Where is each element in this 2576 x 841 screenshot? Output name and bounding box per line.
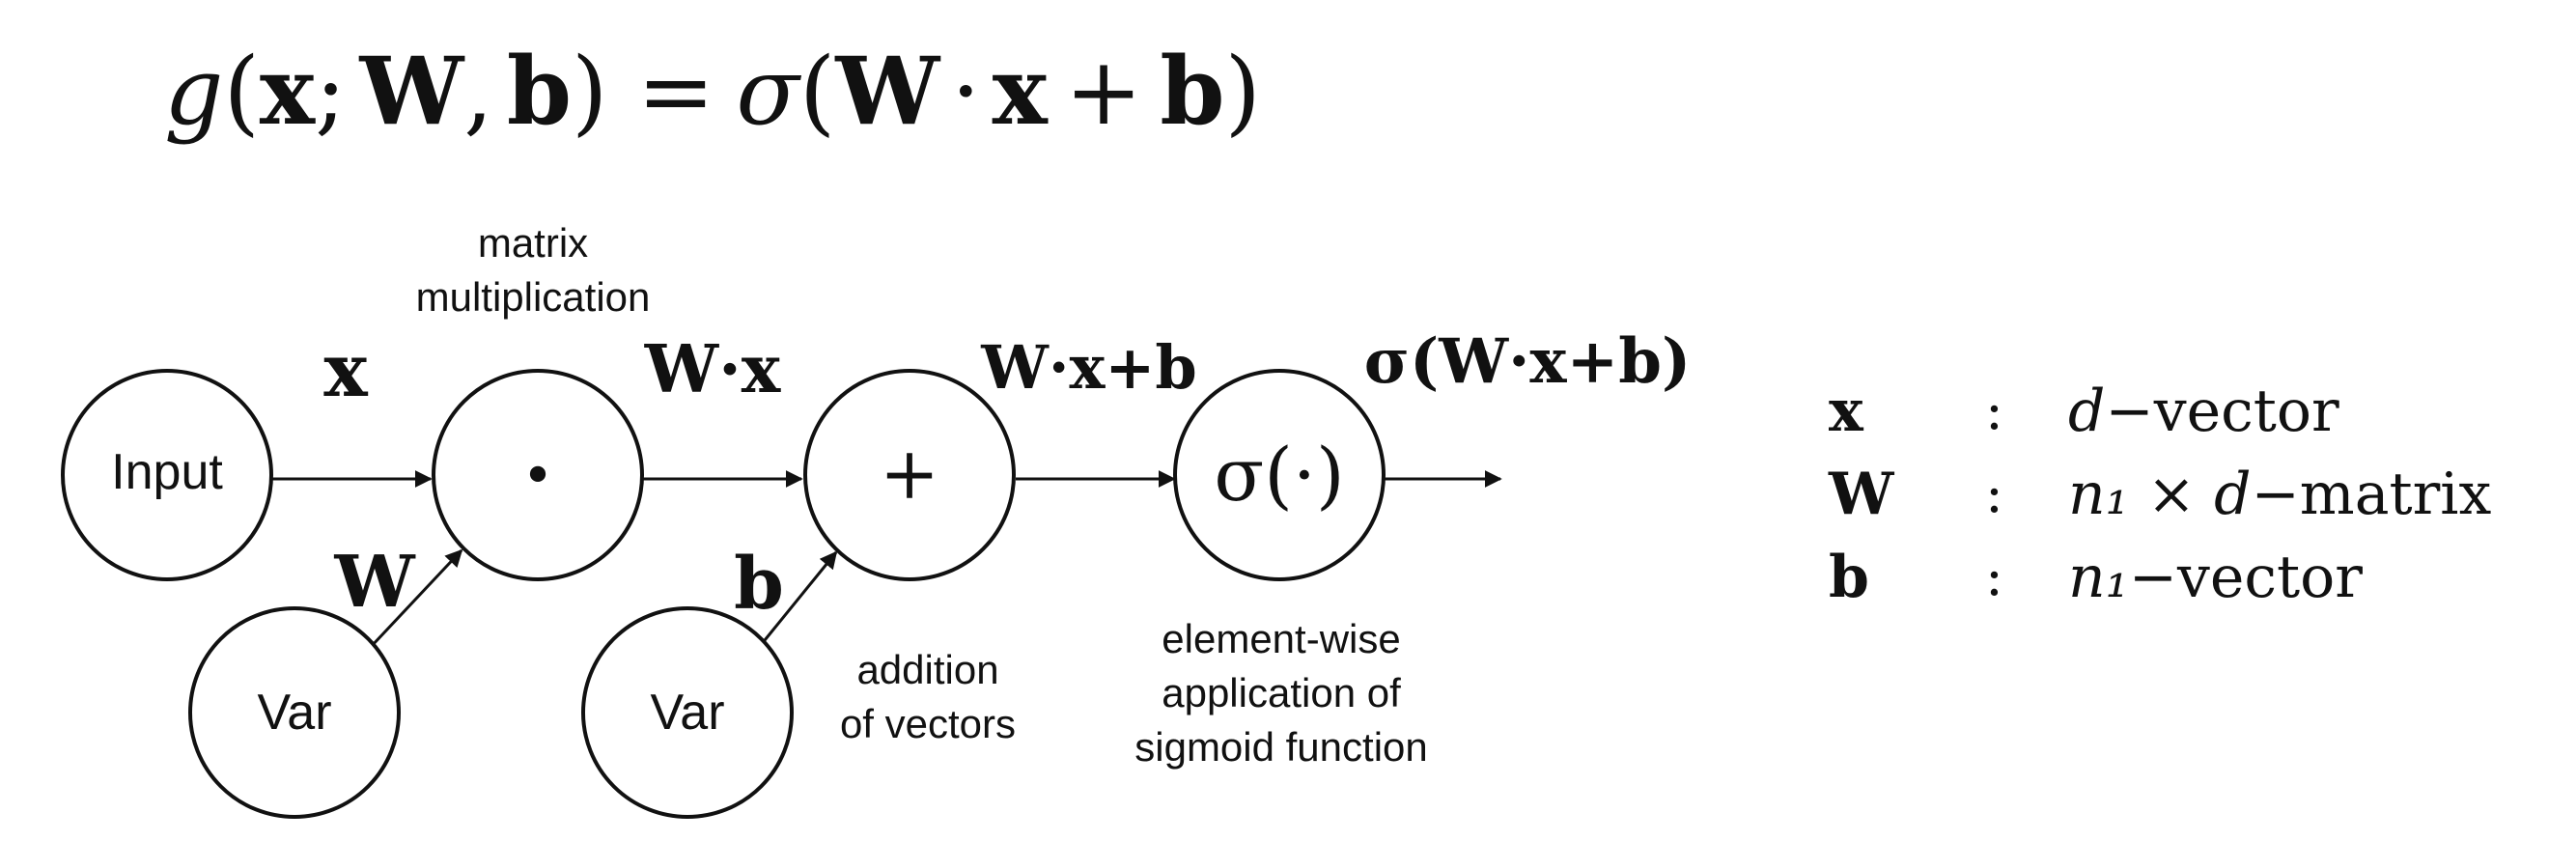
legend-row-x: x : d−vector: [1829, 378, 2339, 445]
node-sigmoid: σ(·): [1173, 369, 1386, 581]
formula-open: (: [223, 38, 259, 146]
caption-add-line1: addition: [856, 647, 998, 692]
legend-desc-var: n₁ × d: [2068, 461, 2252, 528]
caption-matmul-line2: multiplication: [416, 274, 651, 320]
legend-row-W: W : n₁ × d−matrix: [1828, 461, 2491, 528]
node-var-b-label: Var: [650, 685, 724, 741]
node-sigmoid-symbol: σ(·): [1214, 432, 1344, 518]
caption-sigmoid-line3: sigmoid function: [1134, 724, 1428, 770]
edges: [272, 470, 1502, 649]
edge-label-x: x: [323, 327, 368, 413]
edge-label-Wxb: W·x+b: [980, 332, 1196, 403]
formula-close2: ): [1224, 38, 1260, 146]
caption-add-line2: of vectors: [840, 701, 1016, 746]
svg-text:g(x;W,b) =σ(W·x+b): g(x; W, b) = σ(W · x + b): [164, 37, 1261, 146]
formula-b2: b: [1160, 37, 1224, 146]
node-add-symbol: +: [880, 433, 939, 516]
formula-W2: W: [834, 37, 940, 146]
edge-labels: x W·x W·x+b σ(W·x+b) W b: [323, 325, 1691, 626]
caption-matmul-line1: matrix: [478, 220, 588, 266]
legend-separator: :: [1985, 463, 2003, 525]
legend-desc-kind: −matrix: [2252, 461, 2492, 528]
legend-symbol: W: [1828, 461, 1895, 528]
formula-sigma: σ: [736, 38, 801, 146]
legend-desc-kind: −vector: [2105, 378, 2339, 445]
formula-W: W: [358, 37, 464, 146]
formula-x2: x: [993, 37, 1049, 146]
formula-close-eq: ) =: [572, 38, 714, 146]
formula-open2: (: [799, 38, 835, 146]
legend-desc-kind: −vector: [2129, 544, 2364, 611]
edge-var1-to-dot: [369, 548, 463, 649]
edge-var2-to-plus: [759, 550, 838, 646]
caption-sigmoid: element-wise application of sigmoid func…: [1134, 616, 1428, 770]
svg-text:n₁ × d−matrix: n₁ × d−matrix: [2068, 461, 2491, 528]
node-matmul: •: [432, 369, 644, 581]
node-input: Input: [61, 369, 273, 581]
edge-label-b: b: [734, 543, 784, 626]
legend: x : d−vector W : n₁ × d−matrix b : n₁−ve…: [1828, 378, 2491, 611]
formula-plus: +: [1065, 38, 1142, 146]
edge-label-Wx: W·x: [644, 331, 781, 408]
legend-symbol: b: [1829, 544, 1869, 611]
formula-g: g: [164, 38, 223, 146]
formula: g(x; W, b) = σ(W · x + b): [164, 37, 1261, 146]
legend-symbol: x: [1829, 378, 1864, 445]
svg-text:n₁−vector: n₁−vector: [2068, 544, 2363, 611]
legend-desc-var: n₁: [2068, 544, 2129, 611]
legend-separator: :: [1985, 546, 2003, 608]
node-add: +: [803, 369, 1016, 581]
node-input-label: Input: [111, 444, 223, 500]
formula-semicolon: ;: [315, 38, 346, 146]
edge-label-sigma-Wxb: σ(W·x+b): [1364, 325, 1691, 398]
caption-add: addition of vectors: [840, 647, 1016, 746]
node-var-b: Var: [581, 606, 794, 819]
legend-desc-var: d: [2068, 378, 2105, 445]
caption-sigmoid-line2: application of: [1162, 670, 1401, 715]
legend-separator: :: [1985, 379, 2003, 442]
node-var-W-label: Var: [257, 685, 331, 741]
edge-label-W: W: [333, 541, 415, 624]
node-var-W: Var: [188, 606, 401, 819]
formula-dot: ·: [951, 38, 981, 146]
caption-sigmoid-line1: element-wise: [1162, 616, 1400, 661]
legend-row-b: b : n₁−vector: [1829, 544, 2363, 611]
formula-comma: ,: [463, 38, 493, 146]
formula-b: b: [507, 37, 572, 146]
caption-matmul: matrix multiplication: [416, 220, 651, 320]
svg-text:d−vector: d−vector: [2068, 378, 2339, 445]
formula-x: x: [260, 37, 316, 146]
node-matmul-symbol: •: [521, 445, 553, 508]
